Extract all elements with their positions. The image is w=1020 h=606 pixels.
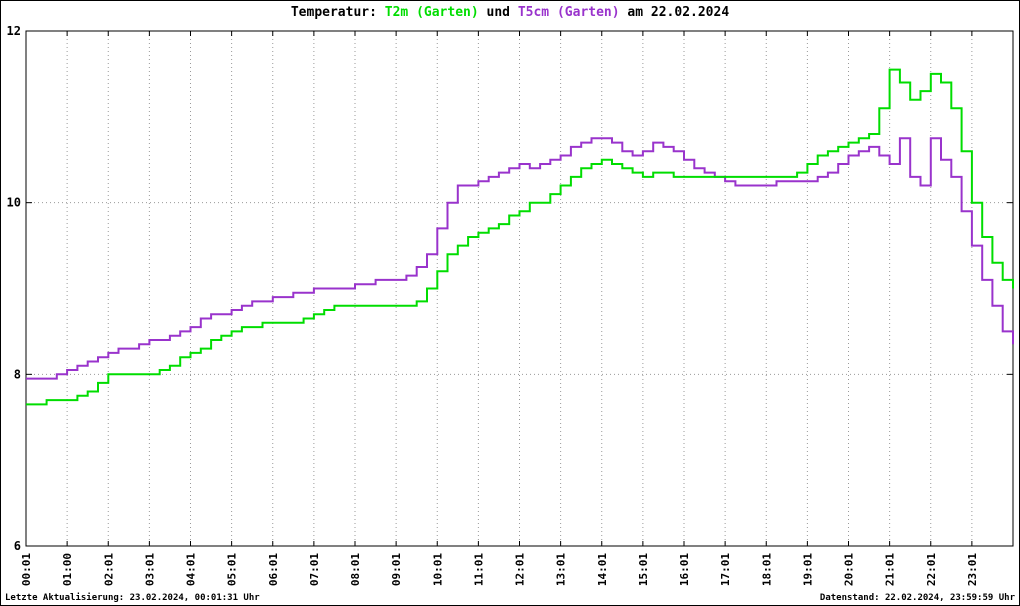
last-update-label: Letzte Aktualisierung: 23.02.2024, 00:01…: [5, 593, 260, 603]
y-tick-label: 10: [7, 196, 21, 210]
x-tick-label: 14:01: [596, 553, 609, 586]
y-tick-label: 6: [14, 539, 21, 553]
x-tick-label: 12:01: [514, 553, 527, 586]
series-line-t2m-garten-: [26, 68, 1014, 406]
x-tick-label: 13:01: [555, 553, 568, 586]
x-tick-label: 22:01: [925, 553, 938, 586]
x-tick-label: 00:01: [20, 553, 33, 586]
title-prefix-label: Temperatur:: [290, 5, 385, 20]
title-conjunction-label: und: [478, 5, 518, 20]
x-tick-label: 21:01: [884, 553, 897, 586]
x-tick-label: 11:01: [472, 553, 485, 586]
title-date-label: am 22.02.2024: [619, 5, 730, 20]
chart-title: Temperatur: T2m (Garten) und T5cm (Garte…: [1, 5, 1019, 20]
x-tick-label: 18:01: [760, 553, 773, 586]
x-tick-label: 08:01: [349, 553, 362, 586]
x-tick-label: 17:01: [719, 553, 732, 586]
data-timestamp-label: Datenstand: 22.02.2024, 23:59:59 Uhr: [819, 593, 1015, 603]
x-tick-label: 23:01: [966, 553, 979, 586]
series-line-t5cm-garten-: [26, 137, 1014, 380]
x-tick-label: 05:01: [226, 553, 239, 586]
x-tick-label: 20:01: [843, 553, 856, 586]
x-tick-label: 06:01: [267, 553, 280, 586]
x-tick-label: 03:01: [143, 553, 156, 586]
x-tick-label: 19:01: [801, 553, 814, 586]
x-tick-label: 15:01: [637, 553, 650, 586]
title-series2-label: T5cm (Garten): [517, 5, 620, 20]
x-tick-label: 01:00: [61, 553, 74, 586]
x-tick-label: 10:01: [431, 553, 444, 586]
y-tick-label: 8: [14, 367, 21, 381]
x-tick-label: 16:01: [678, 553, 691, 586]
x-tick-label: 04:01: [185, 553, 198, 586]
x-tick-label: 09:01: [390, 553, 403, 586]
x-tick-label: 02:01: [102, 553, 115, 586]
y-tick-label: 12: [7, 24, 21, 38]
title-series1-label: T2m (Garten): [384, 5, 479, 20]
x-tick-label: 07:01: [308, 553, 321, 586]
